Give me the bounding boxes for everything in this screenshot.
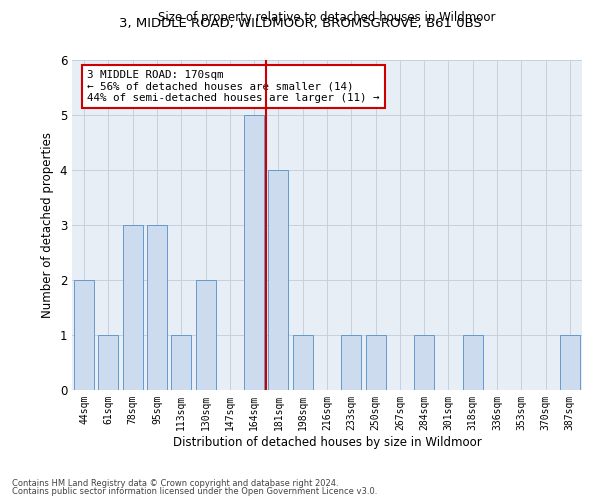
Bar	[365, 335, 386, 390]
Text: 3 MIDDLE ROAD: 170sqm
← 56% of detached houses are smaller (14)
44% of semi-deta: 3 MIDDLE ROAD: 170sqm ← 56% of detached …	[88, 70, 380, 103]
Y-axis label: Number of detached properties: Number of detached properties	[41, 132, 54, 318]
Bar	[74, 280, 94, 390]
Bar	[560, 335, 580, 390]
Bar	[98, 335, 118, 390]
Bar	[463, 335, 482, 390]
Bar	[341, 335, 361, 390]
Bar	[172, 335, 191, 390]
Bar	[268, 170, 289, 390]
Bar	[147, 225, 167, 390]
Text: Contains public sector information licensed under the Open Government Licence v3: Contains public sector information licen…	[12, 487, 377, 496]
Bar	[196, 280, 215, 390]
Text: 3, MIDDLE ROAD, WILDMOOR, BROMSGROVE, B61 0BS: 3, MIDDLE ROAD, WILDMOOR, BROMSGROVE, B6…	[119, 18, 481, 30]
Bar	[293, 335, 313, 390]
Bar	[244, 115, 264, 390]
Title: Size of property relative to detached houses in Wildmoor: Size of property relative to detached ho…	[158, 11, 496, 24]
Bar	[414, 335, 434, 390]
X-axis label: Distribution of detached houses by size in Wildmoor: Distribution of detached houses by size …	[173, 436, 481, 448]
Text: Contains HM Land Registry data © Crown copyright and database right 2024.: Contains HM Land Registry data © Crown c…	[12, 478, 338, 488]
Bar	[123, 225, 143, 390]
